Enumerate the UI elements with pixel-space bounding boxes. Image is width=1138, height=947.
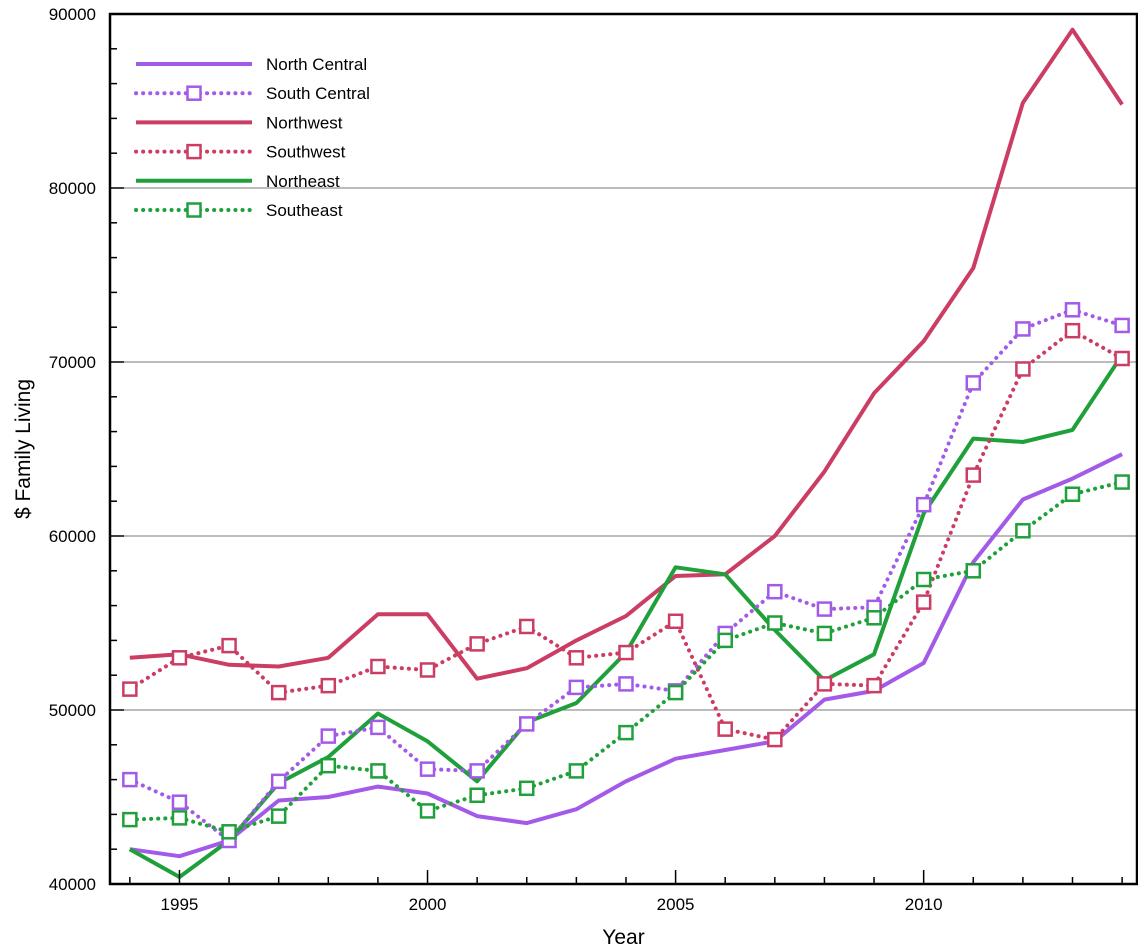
data-point	[618, 644, 634, 661]
legend-entry: Northeast	[136, 172, 340, 191]
data-point	[915, 496, 932, 513]
legend-label: Northwest	[266, 113, 343, 132]
data-point	[469, 636, 485, 652]
grid-lines	[110, 187, 1137, 711]
data-point	[519, 780, 535, 797]
data-point	[519, 716, 535, 732]
data-point	[221, 824, 237, 840]
y-tick-label: 80000	[49, 179, 96, 198]
data-point	[965, 563, 982, 579]
data-point	[221, 637, 237, 654]
y-tick-label: 50000	[49, 701, 96, 720]
legend-entry: Southeast	[134, 201, 343, 220]
x-tick-label: 1995	[161, 895, 199, 914]
data-point	[965, 467, 982, 483]
data-point	[270, 773, 287, 790]
data-point	[469, 763, 485, 779]
data-point	[915, 571, 932, 588]
data-point	[767, 583, 783, 600]
data-point	[320, 728, 337, 744]
data-point	[568, 650, 585, 666]
data-point	[469, 787, 485, 804]
series-line	[127, 307, 1125, 843]
legend-label: Northeast	[266, 172, 340, 191]
data-point	[370, 719, 386, 736]
data-point	[171, 810, 188, 826]
data-point	[816, 676, 833, 692]
data-point	[1114, 350, 1130, 367]
x-tick-label: 2000	[409, 895, 447, 914]
axis-ticks: 40000 50000 60000 70000 80000 90000 1995 2000 20…	[49, 5, 1123, 914]
data-point	[1114, 317, 1130, 334]
data-point	[866, 677, 882, 694]
data-point	[1015, 321, 1031, 337]
data-point	[320, 757, 337, 774]
data-point	[171, 650, 188, 666]
x-tick-label: 2010	[905, 895, 943, 914]
legend-label: South Central	[266, 84, 370, 103]
legend-label: Southwest	[266, 143, 346, 162]
data-point	[1015, 361, 1031, 377]
series-layer	[122, 27, 1130, 879]
legend-marker	[186, 202, 202, 218]
data-point	[370, 658, 386, 675]
data-point	[915, 594, 932, 610]
legend-entry: Southwest	[134, 143, 346, 162]
data-point	[717, 721, 733, 737]
data-point	[568, 679, 585, 696]
y-tick-label: 40000	[49, 875, 96, 894]
data-point	[519, 618, 535, 635]
data-point	[767, 615, 783, 631]
data-point	[816, 601, 833, 617]
data-point	[270, 808, 287, 824]
legend-label: North Central	[266, 55, 367, 74]
data-point	[122, 681, 138, 697]
data-point	[171, 794, 188, 810]
data-point	[1114, 474, 1130, 490]
plot-frame	[108, 12, 1138, 886]
data-point	[965, 375, 982, 391]
legend: North Central South Central Northwest South…	[134, 55, 370, 220]
data-point	[419, 662, 436, 678]
data-point	[866, 610, 882, 626]
series-line	[129, 27, 1124, 681]
data-point	[1064, 322, 1081, 339]
legend-marker	[186, 143, 202, 160]
x-tick-label: 2005	[657, 895, 695, 914]
legend-label: Southeast	[266, 201, 343, 220]
legend-entry: North Central	[136, 55, 367, 74]
data-point	[419, 803, 436, 819]
data-point	[320, 677, 337, 694]
series-southeast	[122, 474, 1130, 840]
data-point	[618, 724, 634, 741]
legend-entry: South Central	[134, 84, 370, 103]
data-point	[1015, 523, 1031, 539]
y-tick-label: 60000	[49, 527, 96, 546]
data-point	[1064, 486, 1081, 502]
series-southwest	[122, 322, 1130, 748]
x-axis-title: Year	[602, 926, 644, 947]
data-point	[122, 811, 138, 828]
y-tick-label: 90000	[49, 5, 96, 24]
data-point	[717, 632, 733, 649]
y-axis-title: $ Family Living	[12, 379, 35, 519]
data-point	[1064, 302, 1081, 318]
legend-entry: Northwest	[136, 113, 343, 132]
data-point	[667, 613, 684, 630]
series-northwest	[129, 27, 1124, 681]
data-point	[370, 763, 386, 779]
data-point	[568, 763, 585, 779]
data-point	[618, 676, 634, 692]
data-point	[767, 731, 783, 748]
y-tick-label: 70000	[49, 353, 96, 372]
data-point	[667, 684, 684, 701]
data-point	[270, 684, 287, 701]
data-point	[122, 771, 138, 788]
data-point	[816, 625, 833, 642]
legend-marker	[186, 85, 202, 101]
data-point	[419, 761, 436, 777]
